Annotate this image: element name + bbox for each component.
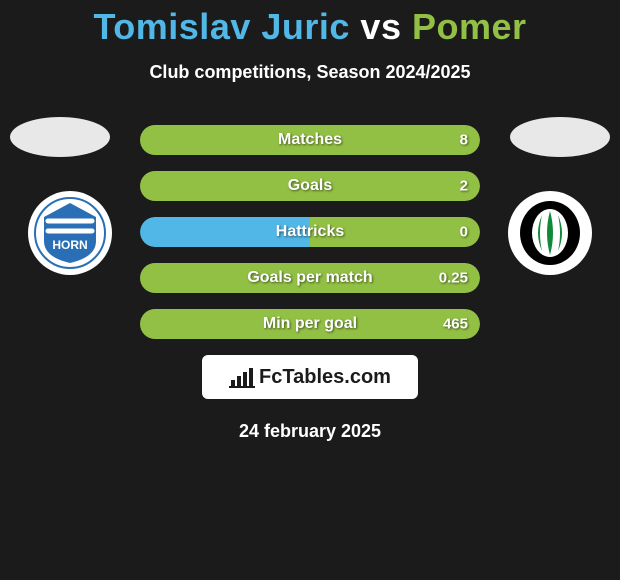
stat-row: Matches 8: [140, 125, 480, 155]
stats-list: Matches 8 Goals 2 Hattricks 0 Goals per match 0…: [140, 125, 480, 339]
stat-row: Min per goal 465: [140, 309, 480, 339]
stat-row: Hattricks 0: [140, 217, 480, 247]
comparison-title: Tomislav Juric vs Pomer: [0, 0, 620, 48]
brand-chart-icon: [229, 366, 255, 388]
title-vs: vs: [360, 6, 401, 47]
stat-label: Goals per match: [247, 269, 372, 287]
player1-avatar: [10, 117, 110, 157]
comparison-body: HORN Matches 8 Goals 2 Hattricks 0 Goals per m…: [0, 125, 620, 442]
svg-text:HORN: HORN: [52, 238, 87, 252]
stat-value-right: 8: [460, 132, 468, 149]
player2-club-badge: [508, 191, 592, 275]
brand-text: FcTables.com: [259, 366, 391, 389]
brand-badge: FcTables.com: [202, 355, 418, 399]
player1-club-badge: HORN: [28, 191, 112, 275]
stat-row: Goals per match 0.25: [140, 263, 480, 293]
stat-value-right: 2: [460, 178, 468, 195]
stat-label: Matches: [278, 131, 342, 149]
title-player2: Pomer: [412, 6, 527, 47]
subtitle: Club competitions, Season 2024/2025: [0, 62, 620, 83]
title-player1: Tomislav Juric: [93, 6, 349, 47]
stat-value-right: 0.25: [439, 270, 468, 287]
stat-label: Min per goal: [263, 315, 357, 333]
stat-value-right: 465: [443, 316, 468, 333]
stat-label: Goals: [288, 177, 332, 195]
stat-label: Hattricks: [276, 223, 344, 241]
stat-row: Goals 2: [140, 171, 480, 201]
date-text: 24 february 2025: [0, 421, 620, 442]
player2-avatar: [510, 117, 610, 157]
stat-value-right: 0: [460, 224, 468, 241]
